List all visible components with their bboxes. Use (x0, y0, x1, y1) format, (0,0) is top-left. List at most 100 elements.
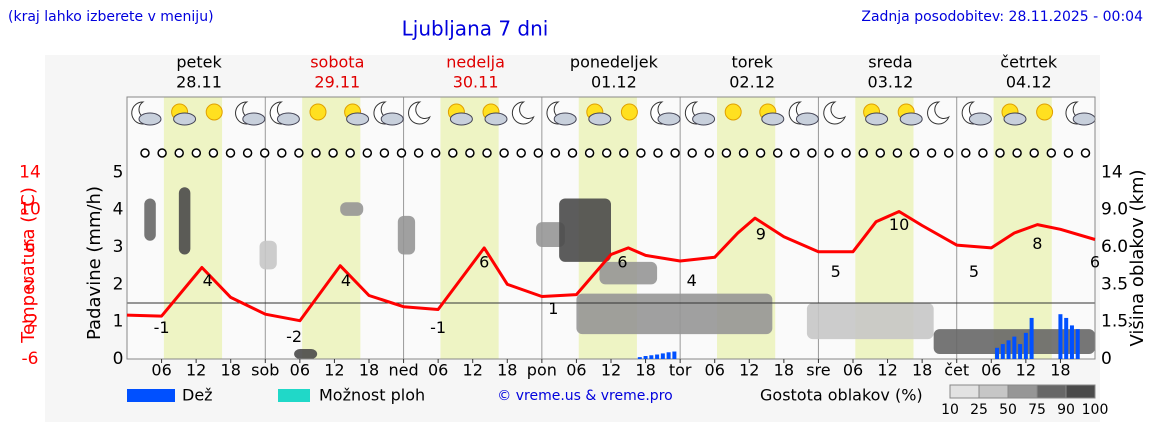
weather-icon (724, 103, 742, 121)
day-name: sreda (868, 53, 912, 72)
wind-calm (755, 148, 766, 158)
cloud (276, 112, 300, 126)
wind-calm (807, 148, 817, 158)
cloud-cell (576, 293, 773, 335)
weather-icon (897, 103, 923, 126)
wind-calm (926, 148, 937, 158)
weather-icon (344, 103, 370, 126)
weather-icon (482, 103, 508, 126)
cloud (1072, 112, 1096, 126)
density-swatch (978, 384, 1009, 399)
cloud (173, 112, 197, 126)
weather-icon (961, 101, 992, 126)
legend-showers: Možnost ploh (319, 386, 425, 405)
wind-calm (909, 148, 920, 158)
moon (408, 101, 431, 125)
wind-calm (140, 148, 150, 158)
weather-icon (586, 103, 612, 126)
weather-icon (927, 101, 950, 125)
wind-calm (328, 148, 338, 158)
x-tick-label: 12 (186, 361, 206, 380)
cloud (657, 112, 681, 126)
weather-icon (823, 101, 847, 125)
cloud-cell (340, 202, 364, 216)
moon (511, 101, 535, 125)
temp-label: 9 (756, 225, 766, 244)
wind-calm (772, 148, 783, 158)
wind-calm (430, 148, 441, 158)
day-date: 03.12 (868, 73, 914, 92)
x-tick-label: 12 (877, 361, 897, 380)
x-tick-label: 18 (497, 361, 517, 380)
precip-tick-label: 2 (113, 274, 124, 294)
cloud-cell (559, 198, 611, 262)
sun (309, 103, 327, 121)
wind-calm (311, 148, 321, 158)
credit: © vreme.us & vreme.pro (497, 388, 672, 404)
cloud-cell (397, 215, 416, 255)
legend-rain-swatch (127, 389, 175, 402)
x-tick-label: 12 (1016, 361, 1036, 380)
wind-calm (1046, 148, 1057, 158)
weather-icon (759, 103, 785, 126)
precip-tick-label: 5 (113, 162, 124, 182)
x-tick-label: 06 (705, 361, 725, 380)
weather-icon (447, 103, 473, 126)
wind-calm (242, 148, 253, 158)
x-tick-label: 12 (324, 361, 344, 380)
cloud (761, 112, 785, 126)
weather-icon (511, 101, 535, 125)
wind-calm (362, 148, 373, 158)
cloud-cell (599, 261, 658, 285)
temp-tick-label: 2 (25, 274, 36, 294)
cloud (484, 112, 508, 126)
weather-icon (788, 101, 819, 126)
wind-calm (943, 148, 954, 158)
wind-calm (1012, 148, 1022, 158)
cloud-axis-label: Višina oblakov (km) (1127, 169, 1148, 346)
x-tick-label: 12 (739, 361, 759, 380)
daylight-band (440, 97, 499, 359)
day-date: 29.11 (314, 73, 360, 92)
temp-label: 4 (203, 271, 213, 290)
wind-calm (379, 148, 390, 158)
density-label: 25 (970, 402, 988, 418)
x-tick-label: 18 (359, 361, 379, 380)
x-tick-label: sob (251, 361, 279, 380)
wind-calm (978, 148, 988, 158)
weather-icon (620, 103, 638, 121)
wind-calm (516, 148, 526, 158)
rain-bar (1006, 340, 1011, 359)
cloud-cell (536, 222, 565, 247)
wind-calm (601, 148, 612, 158)
sun (205, 103, 223, 121)
temp-label: -1 (154, 318, 170, 337)
x-tick-label: 18 (912, 361, 932, 380)
wind-calm (721, 148, 732, 158)
daylight-band (993, 97, 1052, 359)
wind-calm (961, 148, 971, 158)
day-date: 02.12 (729, 73, 775, 92)
x-tick-label: 06 (981, 361, 1001, 380)
temp-tick-label: 10 (19, 200, 41, 220)
cloud (242, 112, 266, 126)
weather-icon (684, 101, 716, 126)
rain-bar (1018, 344, 1023, 359)
menu-hint: (kraj lahko izberete v meniju) (8, 9, 214, 25)
cloud (553, 112, 577, 126)
sun (1036, 103, 1054, 121)
x-tick-label: 18 (774, 361, 794, 380)
precip-tick-label: 3 (113, 237, 124, 257)
temp-tick-label: -6 (22, 349, 39, 369)
cloud-cell (806, 303, 934, 340)
cloud (692, 112, 716, 126)
wind-calm (841, 148, 851, 158)
weather-icon (235, 101, 266, 126)
wind-calm (824, 148, 834, 158)
temp-label: 1 (548, 299, 558, 318)
density-label: 50 (999, 402, 1017, 418)
x-tick-label: tor (669, 361, 692, 380)
weather-icon (1001, 103, 1027, 126)
cloud (968, 112, 992, 126)
